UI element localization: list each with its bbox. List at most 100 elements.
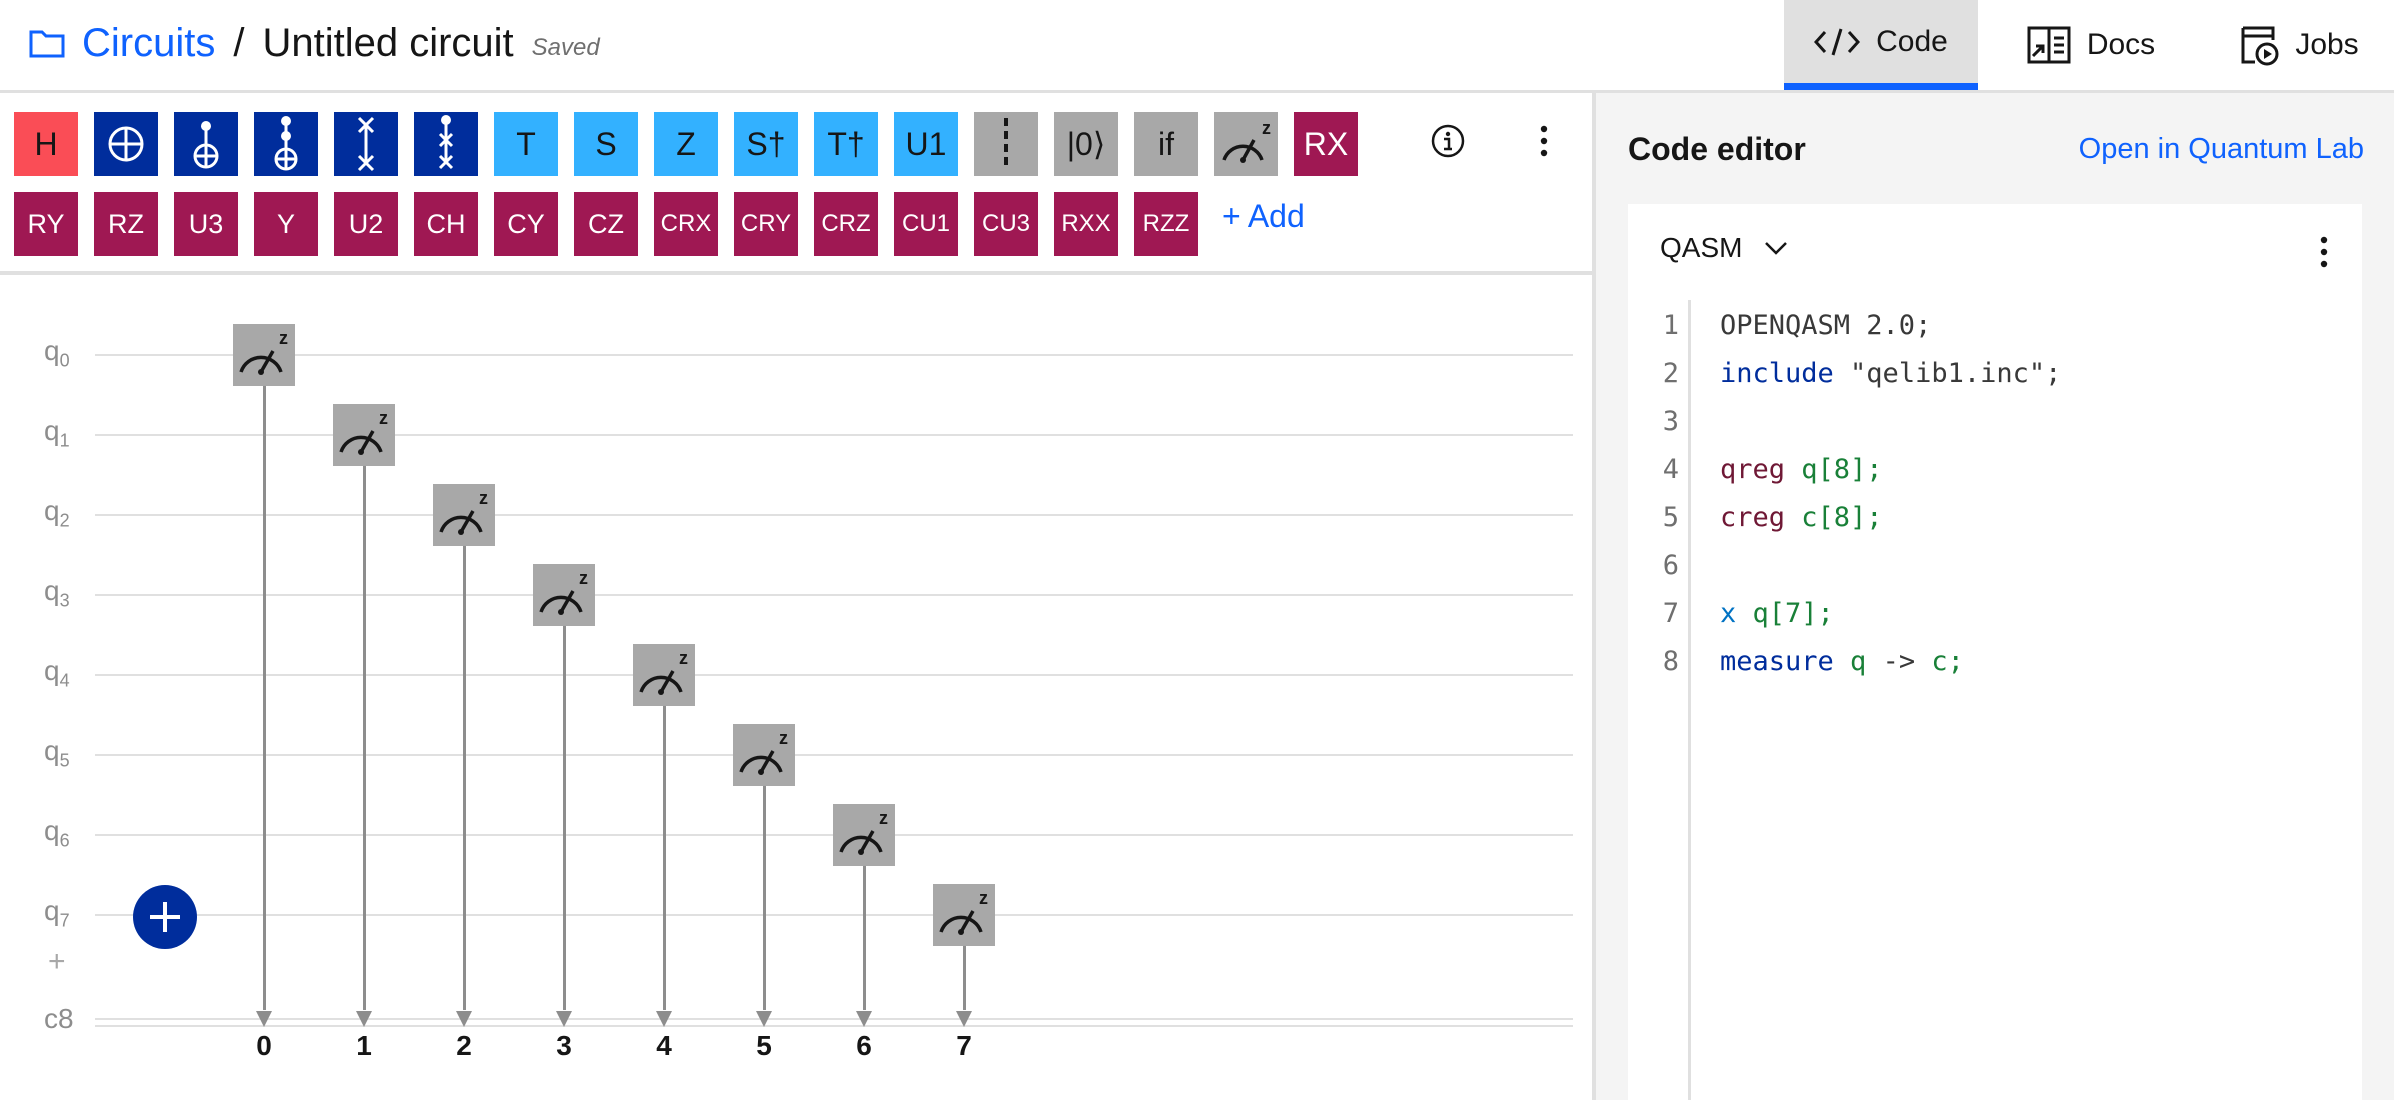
classical-bit-number: 1 [356, 1030, 372, 1061]
gate-tdg[interactable]: T† [814, 112, 878, 176]
line-number: 4 [1662, 454, 1679, 485]
language-select[interactable]: QASM [1660, 232, 1788, 264]
svg-text:z: z [1262, 118, 1271, 138]
gate-sdg-label: S† [746, 125, 786, 162]
code-line[interactable]: 4 qreg q[8]; [1628, 446, 1883, 494]
palette-overflow-menu-icon[interactable] [1530, 121, 1558, 166]
gate-t-label: T [516, 125, 536, 162]
gate-u3[interactable]: U3 [174, 192, 238, 256]
gate-cy[interactable]: CY [494, 192, 558, 256]
gate-u2[interactable]: U2 [334, 192, 398, 256]
tab-docs[interactable]: Docs [1978, 0, 2204, 90]
classical-bit-number: 7 [956, 1030, 972, 1061]
classical-register-label: c8 [44, 1003, 74, 1034]
gate-s-label: S [595, 125, 617, 162]
gate-sdg[interactable]: S† [734, 112, 798, 176]
gate-cu3[interactable]: CU3 [974, 192, 1038, 256]
code-line[interactable]: 2 include "qelib1.inc"; [1628, 350, 2062, 398]
measure-gate-q1[interactable]: z [333, 404, 395, 466]
gate-ccx[interactable] [254, 112, 318, 176]
gate-ry[interactable]: RY [14, 192, 78, 256]
add-gate-link[interactable]: + Add [1222, 198, 1305, 234]
gate-cswap[interactable] [414, 112, 478, 176]
gate-cu3-label: CU3 [981, 210, 1030, 237]
gate-crz[interactable]: CRZ [814, 192, 878, 256]
measure-line-4 [663, 705, 666, 1010]
editor-overflow-menu-icon[interactable] [2314, 232, 2334, 277]
code-content: qreg q[8]; [1720, 446, 1883, 494]
qubit-label-6: q6 [44, 815, 70, 851]
editor-box: QASM 1 OPENQASM 2.0; 2 include "qelib1.inc"… [1628, 204, 2362, 1100]
measure-gate-q3[interactable]: z [533, 564, 595, 626]
measure-line-2 [463, 545, 466, 1010]
gate-crx[interactable]: CRX [654, 192, 718, 256]
swap-icon [357, 116, 375, 172]
measure-gate-q0[interactable]: z [233, 324, 295, 386]
folder-icon[interactable] [28, 26, 66, 60]
gate-s[interactable]: S [574, 112, 638, 176]
code-token: q[8]; [1801, 454, 1883, 485]
classical-bit-number: 5 [756, 1030, 772, 1061]
measure-gate-q5[interactable]: z [733, 724, 795, 786]
code-line[interactable]: 1 OPENQASM 2.0; [1628, 302, 1932, 350]
gate-if[interactable]: if [1134, 112, 1198, 176]
code-token: x [1720, 598, 1753, 629]
code-line[interactable]: 8 measure q -> c; [1628, 638, 1964, 686]
add-qubit-icon[interactable]: + [48, 945, 66, 978]
circuit-title[interactable]: Untitled circuit [262, 20, 514, 65]
gate-cnot-target[interactable] [94, 112, 158, 176]
qubit-label-4: q4 [44, 655, 70, 691]
measure-gate-q6[interactable]: z [833, 804, 895, 866]
code-line[interactable]: 3 [1628, 398, 1679, 446]
measure-gate-q4[interactable]: z [633, 644, 695, 706]
gate-y[interactable]: Y [254, 192, 318, 256]
gate-u1[interactable]: U1 [894, 112, 958, 176]
svg-text:z: z [579, 568, 588, 588]
tab-jobs[interactable]: Jobs [2204, 0, 2394, 90]
qubit-wire-5 [95, 754, 1573, 756]
gate-swap[interactable] [334, 112, 398, 176]
qubit-wire-1 [95, 434, 1573, 436]
gate-z[interactable]: Z [654, 112, 718, 176]
tab-docs-label: Docs [2086, 28, 2156, 61]
gate-cry[interactable]: CRY [734, 192, 798, 256]
gate-cx[interactable] [174, 112, 238, 176]
code-line[interactable]: 5 creg c[8]; [1628, 494, 1883, 542]
code-line[interactable]: 6 [1628, 542, 1679, 590]
gate-rx[interactable]: RX [1294, 112, 1358, 176]
measure-gate-q7[interactable]: z [933, 884, 995, 946]
classical-wire-a [95, 1018, 1573, 1020]
circuit-canvas[interactable]: q0 q1 q2 q3 q4 q5 q6 q7 + c8 z z z z z [0, 275, 1592, 1100]
measure-icon: z [739, 728, 788, 775]
gate-barrier[interactable] [974, 112, 1038, 176]
code-text-area[interactable]: 1 OPENQASM 2.0; 2 include "qelib1.inc"; 3 4 qr… [1628, 302, 2062, 686]
measure-arrow-5 [756, 1011, 772, 1027]
measure-gate-q2[interactable]: z [433, 484, 495, 546]
info-icon[interactable] [1430, 123, 1466, 164]
gate-h[interactable]: H [14, 112, 78, 176]
gate-rz[interactable]: RZ [94, 192, 158, 256]
code-content: x q[7]; [1720, 590, 1834, 638]
gate-reset[interactable]: |0⟩ [1054, 112, 1118, 176]
tab-code[interactable]: Code [1784, 0, 1978, 90]
gate-t[interactable]: T [494, 112, 558, 176]
code-token: creg [1720, 502, 1802, 533]
gate-cz[interactable]: CZ [574, 192, 638, 256]
gate-ch[interactable]: CH [414, 192, 478, 256]
add-operation-button[interactable] [133, 885, 197, 949]
gate-rzz[interactable]: RZZ [1134, 192, 1198, 256]
gate-cu1[interactable]: CU1 [894, 192, 958, 256]
code-line[interactable]: 7 x q[7]; [1628, 590, 1834, 638]
breadcrumb-circuits-link[interactable]: Circuits [82, 20, 216, 65]
barrier-icon [1004, 118, 1008, 170]
panel-divider[interactable] [1592, 93, 1596, 1100]
code-content: OPENQASM 2.0; [1720, 302, 1931, 350]
gate-measure[interactable]: z [1214, 112, 1278, 176]
gate-h-label: H [34, 125, 58, 162]
qubit-wire-7 [95, 914, 1573, 916]
open-in-quantum-lab-link[interactable]: Open in Quantum Lab [2078, 133, 2364, 165]
gate-rz-label: RZ [108, 208, 144, 239]
qubit-label-1: q1 [44, 415, 70, 451]
save-status: Saved [531, 34, 600, 61]
gate-rxx[interactable]: RXX [1054, 192, 1118, 256]
